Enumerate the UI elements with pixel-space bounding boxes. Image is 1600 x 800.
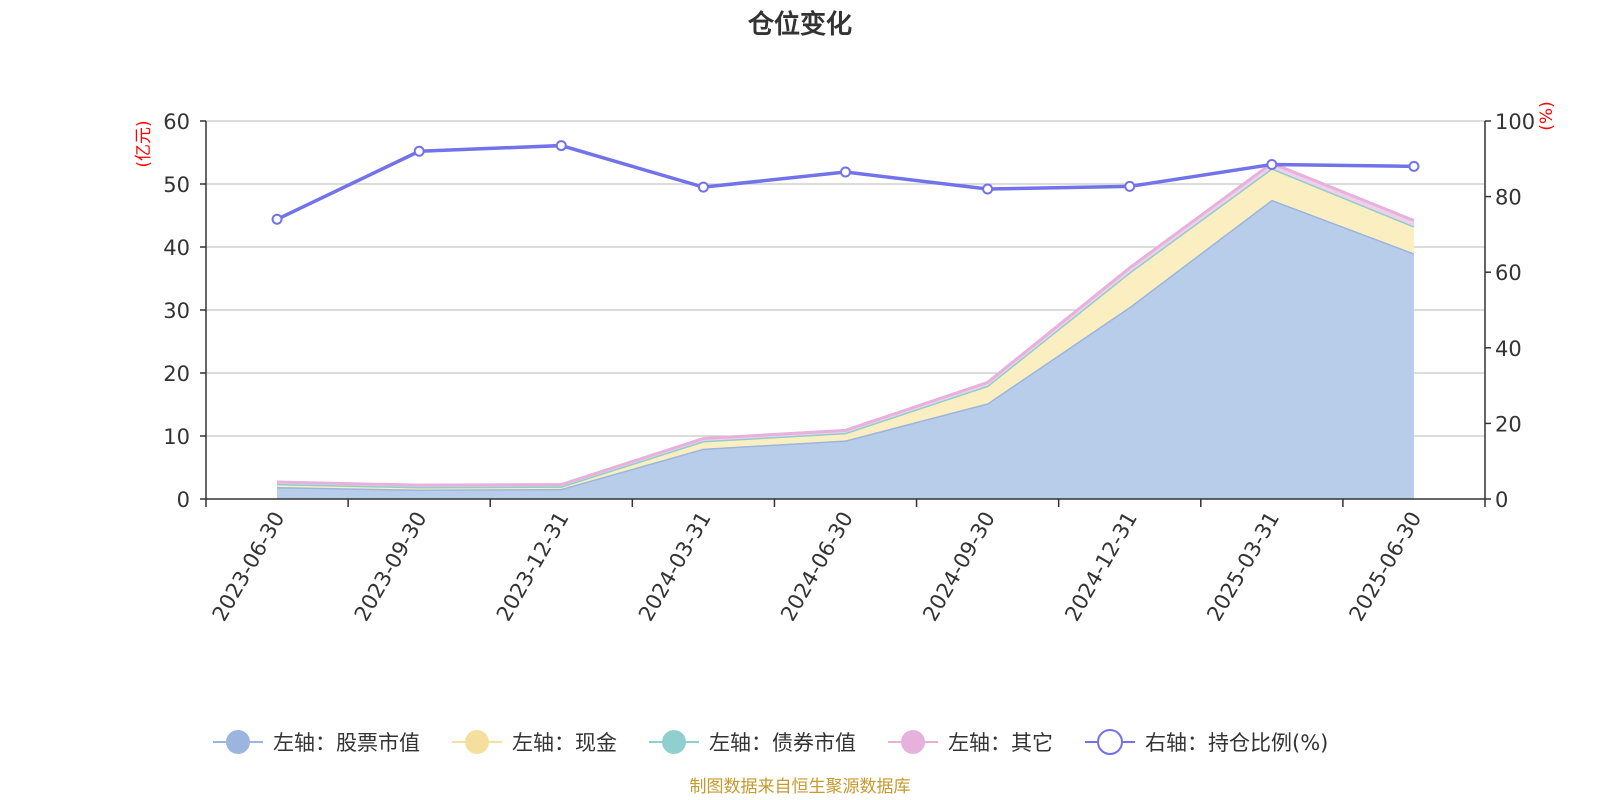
- x-tick-label: 2024-12-31: [1060, 508, 1142, 626]
- right-y-tick-labels: 0 20 40 60 80 100: [1495, 110, 1535, 512]
- right-y-tick-label: 80: [1495, 186, 1522, 210]
- x-tick-label: 2025-03-31: [1202, 508, 1284, 626]
- right-y-tick-label: 20: [1495, 412, 1522, 436]
- legend-circle-icon: [226, 730, 250, 754]
- axes: [200, 120, 1491, 507]
- area-fill: [277, 199, 1414, 499]
- left-y-tick-labels: 0 10 20 30 40 50 60: [163, 110, 190, 512]
- area-series-group: [277, 161, 1415, 499]
- left-axis-unit-label: (亿元): [134, 120, 154, 167]
- legend-label: 左轴：其它: [948, 731, 1053, 755]
- legend-item[interactable]: 左轴：债券市值: [649, 730, 856, 755]
- x-tick-label: 2024-03-31: [634, 508, 716, 626]
- right-y-tick-label: 100: [1495, 110, 1535, 134]
- legend: 左轴：股票市值 左轴：现金 左轴：债券市值 左轴：其它 右轴：持仓比例(%): [213, 729, 1328, 755]
- left-y-tick-label: 20: [163, 362, 190, 386]
- legend-label: 左轴：股票市值: [273, 731, 420, 755]
- legend-item[interactable]: 左轴：其它: [888, 730, 1053, 755]
- left-y-tick-label: 50: [163, 173, 190, 197]
- legend-label: 右轴：持仓比例(%): [1145, 731, 1328, 755]
- x-tick-label: 2024-09-30: [918, 508, 1000, 626]
- data-source-note: 制图数据来自恒生聚源数据库: [690, 777, 911, 797]
- area-series-line: [277, 161, 1415, 487]
- right-y-tick-label: 40: [1495, 337, 1522, 361]
- x-tick-label: 2023-06-30: [208, 508, 290, 626]
- x-tick-label: 2023-09-30: [350, 507, 432, 625]
- left-y-tick-label: 30: [163, 299, 190, 323]
- position-ratio-point[interactable]: [697, 181, 709, 193]
- position-ratio-point[interactable]: [840, 166, 851, 178]
- position-ratio-point[interactable]: [271, 213, 283, 225]
- legend-circle-icon: [465, 730, 489, 754]
- legend-item[interactable]: 左轴：现金: [452, 730, 617, 755]
- legend-item[interactable]: 左轴：股票市值: [213, 730, 420, 755]
- right-y-tick-label: 60: [1495, 261, 1522, 285]
- x-tick-label: 2025-06-30: [1344, 508, 1426, 626]
- area-fill: [277, 168, 1414, 490]
- legend-circle-icon: [662, 730, 686, 754]
- legend-circle-icon: [901, 730, 925, 754]
- position-ratio-point[interactable]: [982, 183, 994, 195]
- x-tick-labels: 2023-06-30 2023-09-30 2023-12-31 2024-03-31…: [208, 507, 1427, 625]
- x-tick-label: 2023-12-31: [492, 508, 574, 626]
- position-ratio-point[interactable]: [1124, 180, 1136, 192]
- position-ratio-point[interactable]: [1266, 158, 1278, 170]
- legend-item[interactable]: 右轴：持仓比例(%): [1085, 729, 1328, 755]
- right-axis-unit-label: (%): [1537, 101, 1557, 130]
- legend-circle-icon: [1097, 729, 1123, 755]
- left-y-tick-label: 40: [163, 236, 190, 260]
- line-series-group: [271, 140, 1420, 225]
- legend-label: 左轴：债券市值: [709, 731, 856, 755]
- left-y-tick-label: 0: [177, 488, 190, 512]
- right-y-tick-label: 0: [1495, 488, 1508, 512]
- position-ratio-point[interactable]: [1408, 160, 1420, 172]
- x-tick-label: 2024-06-30: [776, 508, 858, 626]
- chart-title: 仓位变化: [747, 9, 852, 40]
- legend-label: 左轴：现金: [512, 731, 617, 755]
- left-y-tick-label: 60: [163, 110, 190, 134]
- position-ratio-point[interactable]: [555, 140, 567, 152]
- left-y-tick-label: 10: [163, 425, 190, 449]
- position-ratio-point[interactable]: [413, 145, 425, 157]
